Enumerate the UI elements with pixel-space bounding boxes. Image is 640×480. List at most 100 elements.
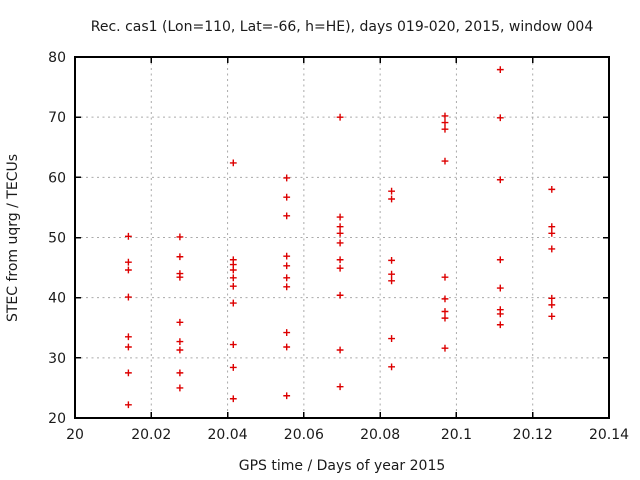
- y-tick-label: 30: [48, 351, 66, 367]
- data-point-marker: [176, 253, 184, 261]
- data-point-marker: [388, 256, 395, 264]
- data-points: [125, 66, 556, 409]
- y-axis-label: STEC from uqrg / TECUs: [5, 154, 21, 322]
- data-point-marker: [388, 187, 395, 195]
- data-point-marker: [548, 301, 556, 309]
- data-point-marker: [176, 384, 184, 392]
- data-point-marker: [283, 212, 291, 220]
- y-tick-label: 50: [48, 231, 66, 247]
- data-point-marker: [388, 335, 395, 342]
- y-tick-label: 40: [48, 291, 66, 307]
- data-point-marker: [125, 401, 132, 409]
- data-point-marker: [548, 185, 556, 193]
- x-tick-label: 20.12: [513, 427, 553, 443]
- data-point-marker: [441, 308, 449, 315]
- data-point-marker: [496, 114, 504, 122]
- data-point-marker: [336, 291, 344, 299]
- data-point-marker: [229, 282, 237, 290]
- data-point-marker: [229, 364, 237, 371]
- data-point-marker: [441, 273, 449, 281]
- data-point-marker: [283, 193, 291, 201]
- data-point-marker: [176, 233, 184, 241]
- data-point-marker: [229, 266, 237, 274]
- data-point-marker: [496, 310, 504, 318]
- data-point-marker: [548, 229, 556, 237]
- data-point-marker: [336, 223, 344, 231]
- data-point-marker: [548, 223, 556, 231]
- data-point-marker: [496, 284, 504, 292]
- data-point-marker: [388, 195, 395, 203]
- data-point-marker: [283, 274, 291, 282]
- data-point-marker: [283, 252, 291, 260]
- data-point-marker: [336, 213, 344, 221]
- chart-title: Rec. cas1 (Lon=110, Lat=-66, h=HE), days…: [91, 19, 594, 35]
- x-tick-label: 20.1: [441, 427, 472, 443]
- data-point-marker: [441, 314, 449, 322]
- plot-border: [74, 56, 610, 419]
- data-point-marker: [336, 264, 344, 272]
- data-point-marker: [441, 125, 449, 133]
- data-point-marker: [441, 112, 449, 120]
- data-point-marker: [441, 157, 449, 165]
- data-point-marker: [125, 293, 132, 301]
- data-point-marker: [336, 239, 344, 247]
- data-point-marker: [336, 113, 344, 121]
- x-tick-label: 20.04: [208, 427, 248, 443]
- x-tick-label: 20.08: [360, 427, 400, 443]
- data-point-marker: [125, 343, 132, 351]
- data-point-marker: [336, 346, 344, 354]
- data-point-marker: [125, 258, 132, 266]
- y-tick-labels: 20 30 40 50 60 70 80: [48, 50, 66, 427]
- data-point-marker: [283, 329, 291, 336]
- data-point-marker: [548, 294, 556, 302]
- y-tick-label: 20: [48, 411, 66, 427]
- data-point-marker: [125, 232, 132, 240]
- data-point-marker: [176, 318, 184, 326]
- data-point-marker: [125, 266, 132, 274]
- data-point-marker: [496, 256, 504, 264]
- data-point-marker: [388, 277, 395, 285]
- data-point-marker: [229, 395, 237, 403]
- data-point-marker: [176, 346, 184, 354]
- y-tick-label: 70: [48, 110, 66, 126]
- data-point-marker: [125, 333, 132, 341]
- data-point-marker: [388, 270, 395, 278]
- y-tick-label: 80: [48, 50, 66, 66]
- data-point-marker: [548, 245, 556, 253]
- data-point-marker: [496, 321, 504, 329]
- data-point-marker: [125, 369, 132, 377]
- data-point-marker: [283, 283, 291, 291]
- data-point-marker: [441, 119, 449, 126]
- data-point-marker: [336, 229, 344, 237]
- data-point-marker: [229, 274, 237, 282]
- grid-lines: [75, 57, 609, 418]
- x-tick-labels: 20 20.02 20.04 20.06 20.08 20.1 20.12 20.14: [66, 427, 629, 443]
- data-point-marker: [229, 299, 237, 307]
- data-point-marker: [176, 338, 184, 345]
- data-point-marker: [283, 343, 291, 351]
- data-point-marker: [229, 341, 237, 348]
- x-axis-label: GPS time / Days of year 2015: [239, 458, 446, 474]
- data-point-marker: [496, 66, 504, 74]
- data-point-marker: [283, 174, 291, 182]
- data-point-marker: [336, 256, 344, 264]
- y-tick-label: 60: [48, 170, 66, 186]
- data-point-marker: [441, 295, 449, 303]
- data-point-marker: [496, 176, 504, 184]
- data-point-marker: [336, 383, 344, 391]
- axis-tick-marks: [74, 56, 610, 419]
- data-point-marker: [548, 312, 556, 320]
- data-point-marker: [229, 159, 237, 167]
- data-point-marker: [283, 262, 291, 270]
- x-tick-label: 20: [66, 427, 84, 443]
- data-point-marker: [283, 392, 291, 400]
- data-point-marker: [176, 273, 184, 281]
- x-tick-label: 20.14: [589, 427, 629, 443]
- x-tick-label: 20.02: [131, 427, 171, 443]
- data-point-marker: [388, 363, 395, 371]
- x-tick-label: 20.06: [284, 427, 324, 443]
- data-point-marker: [441, 344, 449, 352]
- data-point-marker: [176, 369, 184, 377]
